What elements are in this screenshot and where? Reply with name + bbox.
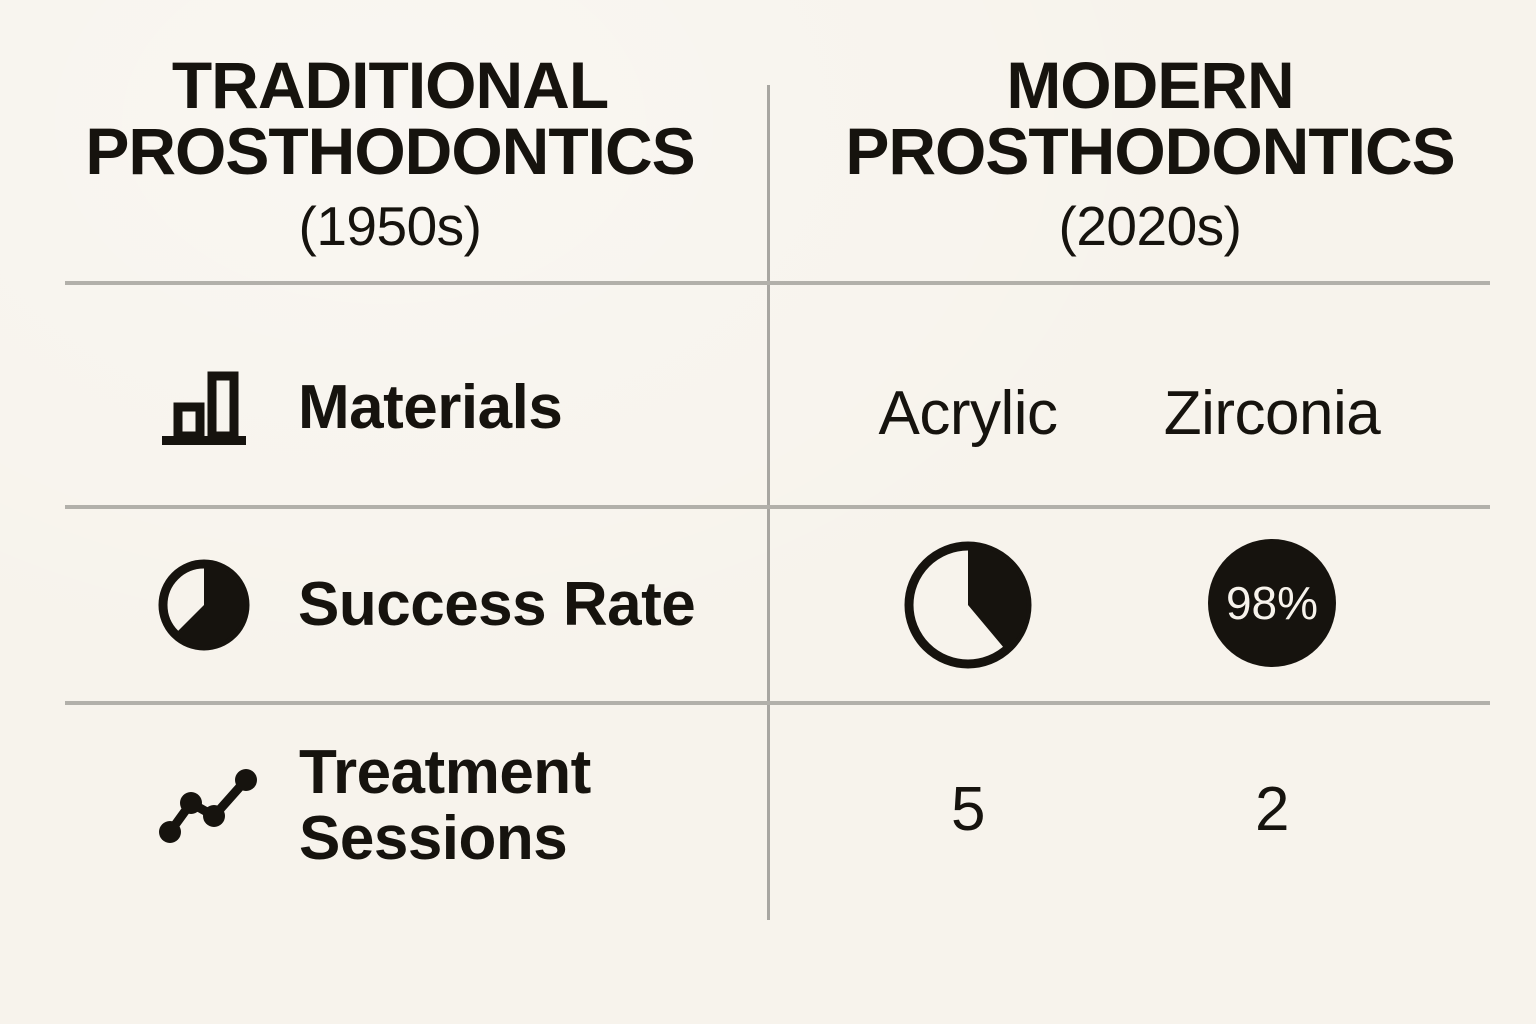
modern-column-header: MODERN PROSTHODONTICS (2020s) [800,52,1500,258]
success-rate-modern-value: 98% [1225,577,1319,629]
materials-traditional-value: Acrylic [878,379,1058,448]
row-divider-header [65,281,1490,285]
treatment-sessions-traditional-value: 5 [951,775,985,844]
row-divider-success [65,701,1490,705]
modern-subtitle: (2020s) [1058,195,1242,257]
traditional-subtitle: (1950s) [298,195,482,257]
modern-title: MODERN PROSTHODONTICS [845,48,1455,188]
materials-label: Materials [298,372,563,442]
column-divider [767,85,770,920]
materials-row-label: Materials [160,369,563,447]
traditional-title: TRADITIONAL PROSTHODONTICS [85,48,695,188]
success-rate-traditional-pie-glyph [904,541,1032,669]
treatment-sessions-modern-value: 2 [1255,775,1289,844]
row-divider-materials [65,505,1490,509]
pie-chart-icon [158,559,250,651]
success-rate-label: Success Rate [298,569,696,639]
materials-modern-value: Zirconia [1163,379,1381,448]
success-rate-row-label: Success Rate [158,559,696,651]
treatment-sessions-label: Treatment Sessions [299,737,591,873]
traditional-column-header: TRADITIONAL PROSTHODONTICS (1950s) [40,52,740,258]
bar-chart-icon [160,369,248,447]
treatment-sessions-row-label: Treatment Sessions [155,739,639,872]
success-rate-modern-disc: 98% [1208,539,1336,667]
trend-line-icon [155,765,259,847]
